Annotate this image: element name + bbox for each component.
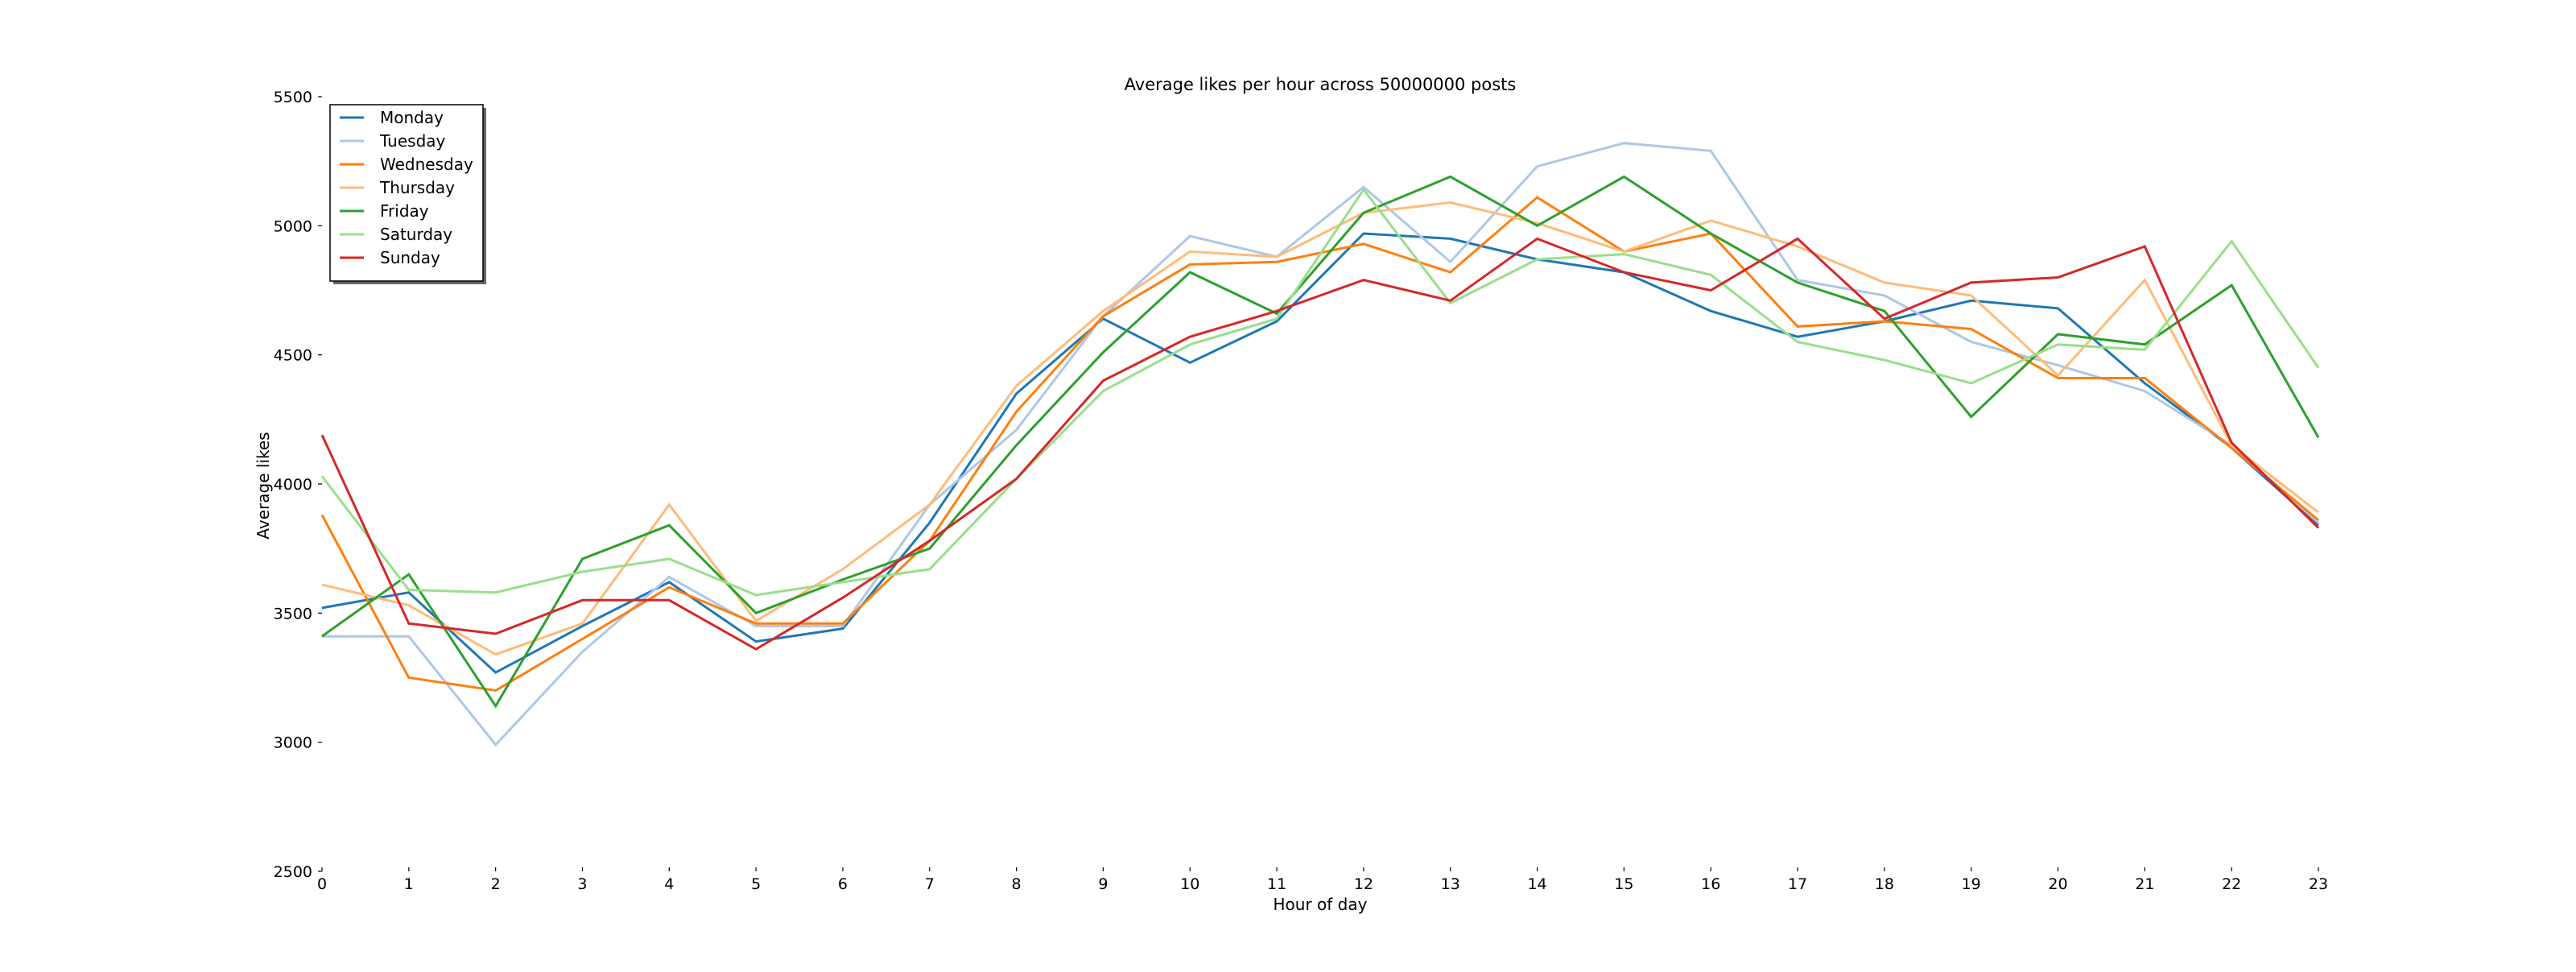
series-line-sunday	[320, 237, 2320, 651]
x-tick-label: 8	[1012, 875, 1022, 893]
x-tick-label: 6	[838, 875, 848, 893]
x-tick-label: 3	[577, 875, 587, 893]
x-tick-label: 4	[664, 875, 674, 893]
y-tick-label: 3000	[274, 734, 312, 752]
x-tick-label: 2	[491, 875, 501, 893]
x-tick-label: 17	[1788, 875, 1807, 893]
y-tick-label: 5000	[274, 217, 312, 235]
x-axis-label: Hour of day	[1274, 895, 1368, 914]
x-tick-label: 10	[1180, 875, 1199, 893]
y-tick-label: 4500	[274, 347, 312, 365]
legend-box	[329, 104, 484, 282]
x-tick-label: 5	[751, 875, 761, 893]
legend-label: Wednesday	[380, 155, 473, 174]
x-tick-label: 16	[1701, 875, 1720, 893]
x-tick-label: 21	[2135, 875, 2154, 893]
series-layer	[320, 142, 2320, 747]
x-tick-label: 12	[1354, 875, 1373, 893]
x-tick-label: 13	[1441, 875, 1460, 893]
y-tick-label: 5500	[274, 89, 312, 106]
legend-label: Tuesday	[379, 131, 446, 151]
series-line-wednesday	[320, 196, 2319, 693]
series-line-friday	[321, 175, 2320, 709]
series-line-tuesday	[322, 142, 2319, 747]
x-tick-label: 1	[404, 875, 414, 893]
legend-label: Friday	[380, 201, 429, 221]
x-tick-label: 14	[1527, 875, 1546, 893]
y-axis-label: Average likes	[254, 432, 273, 539]
legend-label: Thursday	[379, 178, 455, 197]
y-tick-label: 2500	[274, 863, 312, 881]
x-tick-label: 9	[1098, 875, 1108, 893]
x-tick-label: 0	[317, 875, 327, 893]
x-tick-label: 7	[925, 875, 935, 893]
legend-label: Monday	[380, 108, 444, 127]
x-axis: 0 1 2 3 4 5 6 7 8 9 10 11 12 13 14 15 16 17 18 19 20 21 22 23	[317, 867, 2328, 893]
x-tick-label: 18	[1875, 875, 1894, 893]
series-line-monday	[321, 232, 2319, 674]
x-tick-label: 22	[2222, 875, 2241, 893]
chart-title: Average likes per hour across 50000000 p…	[1125, 75, 1517, 94]
legend: Monday Tuesday Wednesday Thursday Friday Satu…	[329, 104, 486, 284]
series-line-thursday	[321, 201, 2319, 656]
x-tick-label: 15	[1614, 875, 1633, 893]
x-tick-label: 19	[1962, 875, 1981, 893]
x-tick-label: 11	[1267, 875, 1286, 893]
legend-label: Saturday	[380, 225, 452, 244]
series-line-saturday	[320, 187, 2320, 597]
x-tick-label: 20	[2048, 875, 2067, 893]
y-tick-label: 4000	[274, 476, 312, 494]
legend-label: Sunday	[380, 248, 440, 267]
x-tick-label: 23	[2309, 875, 2328, 893]
y-axis: 2500 3000 3500 4000 4500 5000 5500	[274, 89, 322, 881]
y-tick-label: 3500	[274, 605, 312, 622]
